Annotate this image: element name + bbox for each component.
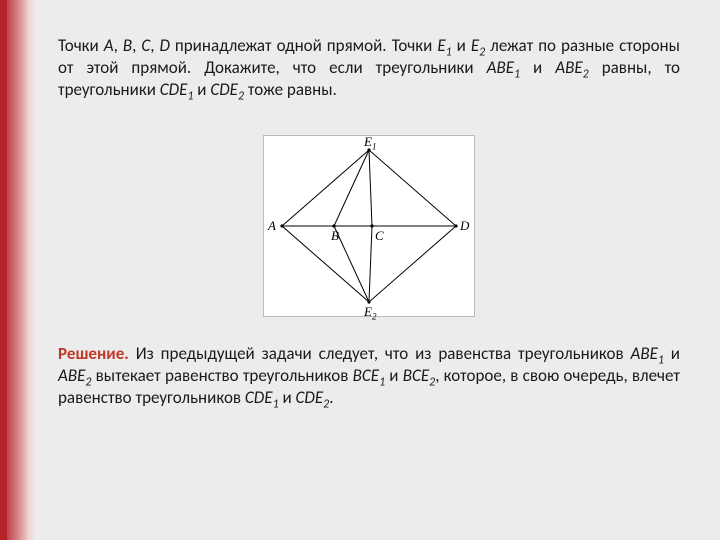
point-label-B: B (331, 228, 339, 244)
text: и (385, 365, 403, 386)
text: , (132, 35, 141, 56)
tri-BCE1: BCE1 (353, 365, 385, 386)
solution-label: Решение. (58, 343, 129, 364)
var-B: B (123, 35, 132, 56)
var-E2: E2 (471, 35, 485, 56)
tri-BCE2: BCE2 (403, 365, 435, 386)
text: и (520, 57, 555, 78)
tri-ABE1: ABE1 (487, 57, 520, 78)
point-label-D: D (460, 218, 469, 234)
slide: Точки A, B, C, D принадлежат одной прямо… (0, 0, 720, 540)
point-label-C: C (375, 228, 384, 244)
tri-ABE1: ABE1 (631, 343, 664, 364)
text: . (329, 387, 333, 408)
geometry-figure: A B C D E1 E2 (263, 135, 475, 317)
text: Из предыдущей задачи следует, что из рав… (129, 343, 631, 364)
tri-CDE2: CDE2 (296, 387, 330, 408)
var-A: A (104, 35, 114, 56)
problem-statement: Точки A, B, C, D принадлежат одной прямо… (58, 35, 680, 101)
text: и (193, 79, 210, 100)
tri-ABE2: ABE2 (555, 57, 588, 78)
text: принадлежат одной прямой. Точки (170, 35, 437, 56)
var-C: C (141, 35, 150, 56)
tri-CDE1: CDE1 (160, 79, 194, 100)
text: Точки (58, 35, 104, 56)
var-D: D (159, 35, 169, 56)
point-label-E2: E2 (364, 304, 377, 320)
figure-container: A B C D E1 E2 (58, 135, 680, 317)
point-label-E1: E1 (364, 134, 377, 150)
solution-text: Решение. Из предыдущей задачи следует, ч… (58, 343, 680, 409)
text: вытекает равенство треугольников (91, 365, 352, 386)
text: и (664, 343, 680, 364)
tri-CDE1: CDE1 (245, 387, 279, 408)
diagram-svg (264, 136, 474, 316)
tri-ABE2: ABE2 (58, 365, 91, 386)
text: и (452, 35, 471, 56)
var-E1: E1 (437, 35, 451, 56)
text: и (279, 387, 296, 408)
tri-CDE2: CDE2 (210, 79, 244, 100)
point-label-A: A (268, 218, 276, 234)
text: , (114, 35, 123, 56)
text: тоже равны. (244, 79, 337, 100)
